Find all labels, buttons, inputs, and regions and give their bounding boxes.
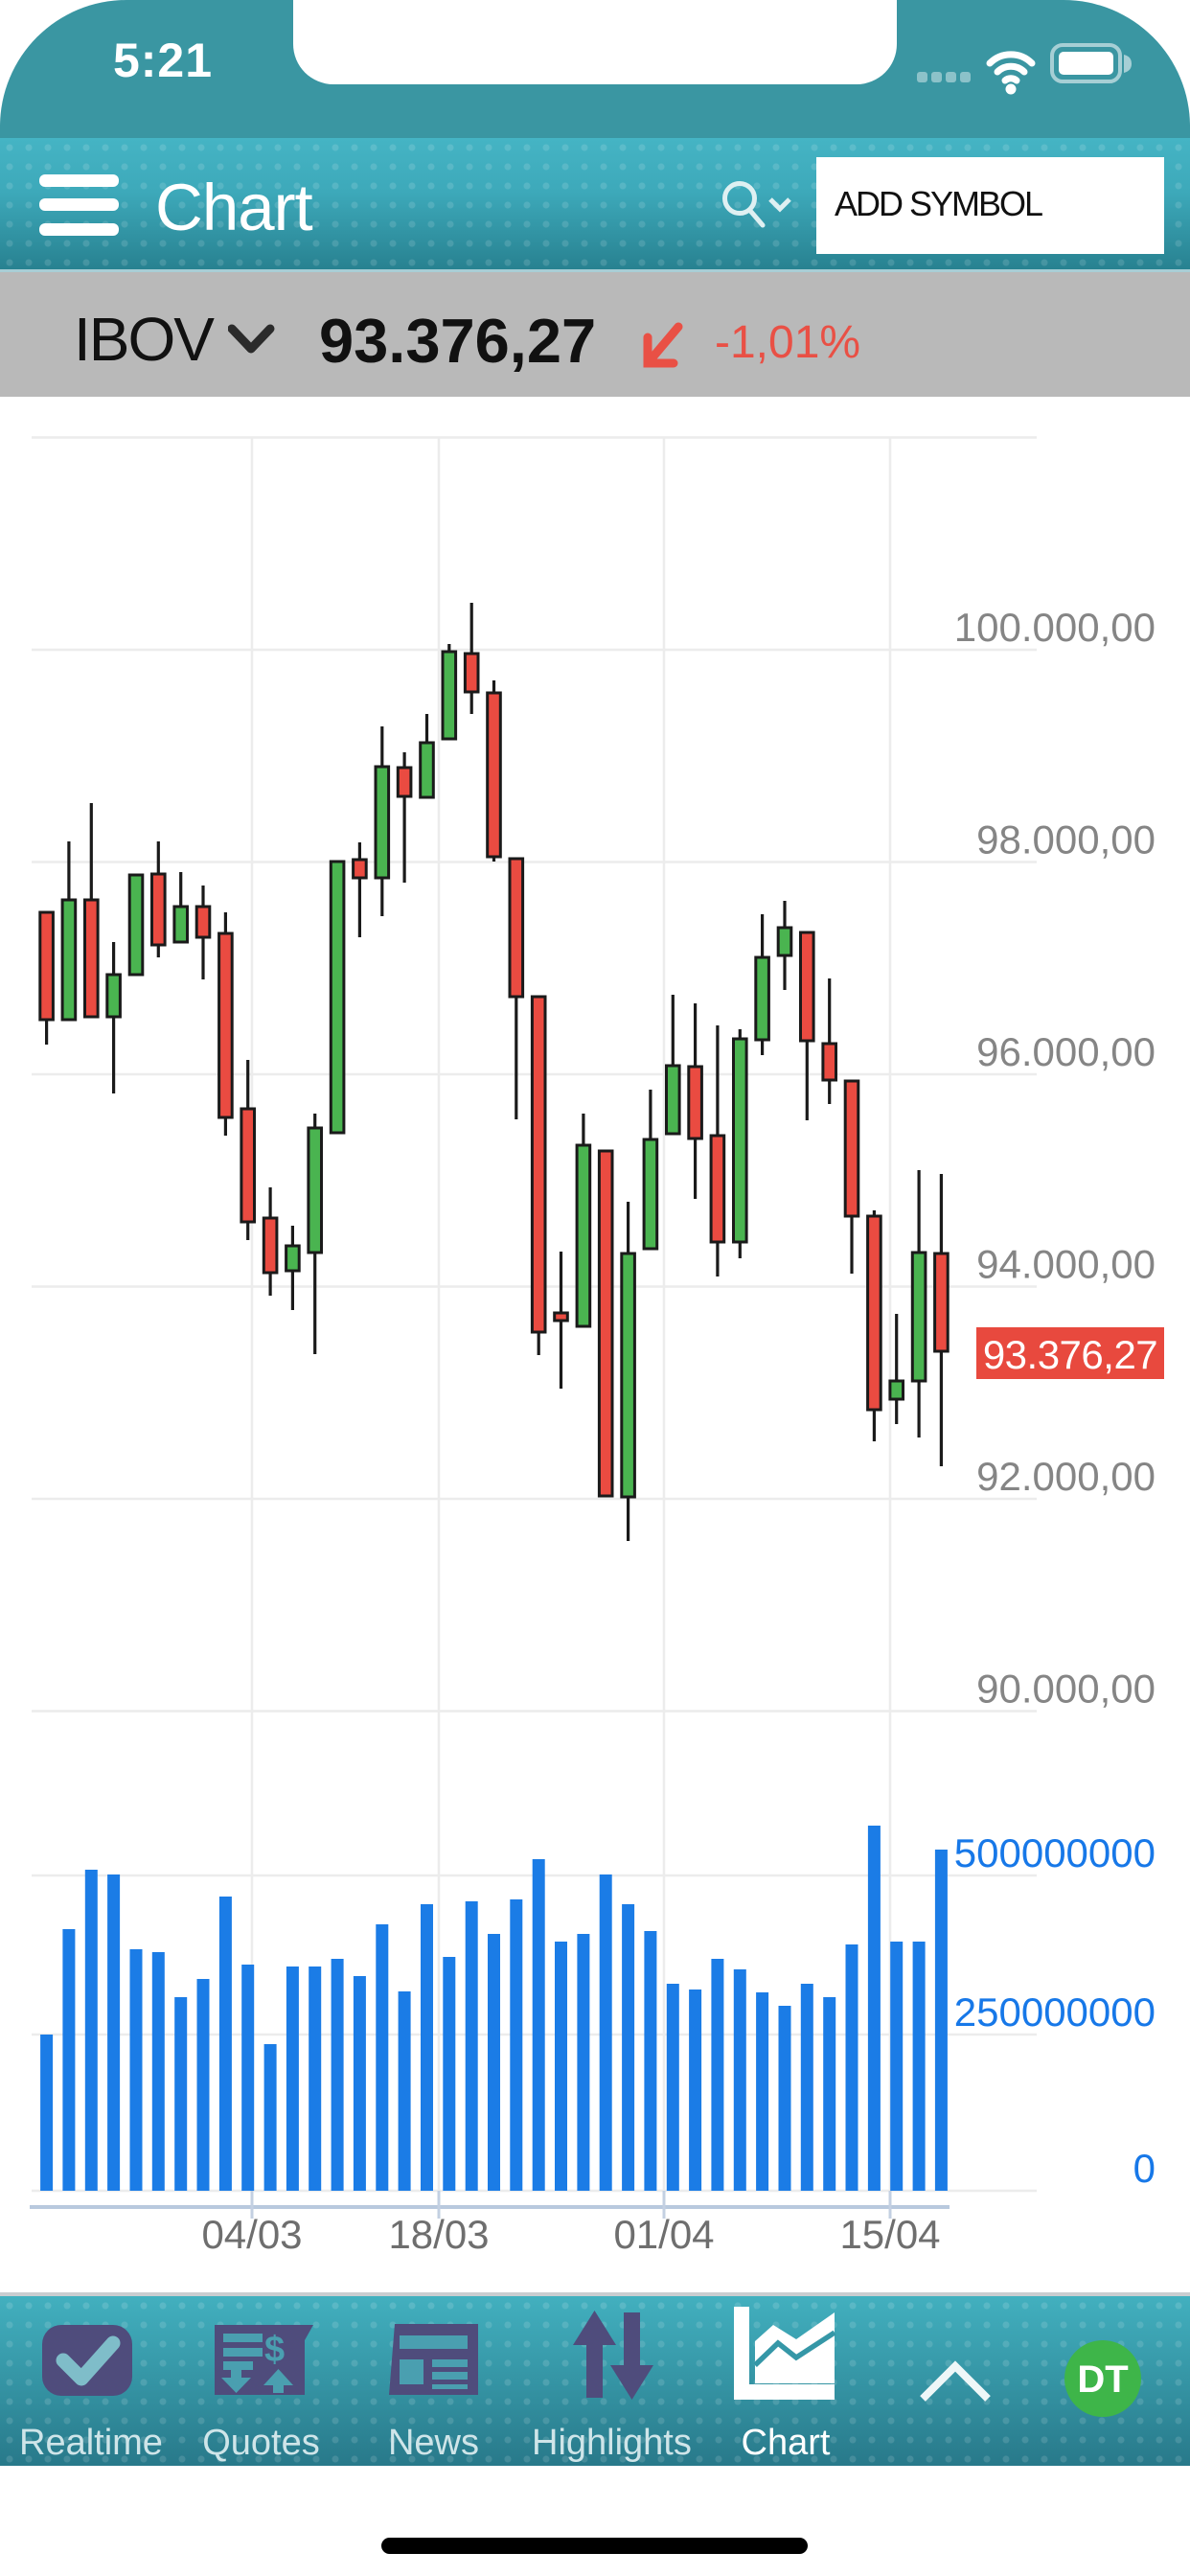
svg-text:0: 0 [1133,2146,1156,2191]
svg-text:$: $ [264,2330,285,2370]
svg-text:250000000: 250000000 [954,1990,1156,2035]
svg-text:92.000,00: 92.000,00 [976,1454,1156,1499]
svg-text:18/03: 18/03 [388,2212,489,2257]
svg-text:500000000: 500000000 [954,1830,1156,1875]
svg-text:96.000,00: 96.000,00 [976,1029,1156,1074]
svg-text:100.000,00: 100.000,00 [954,605,1156,650]
svg-text:04/03: 04/03 [201,2212,302,2257]
svg-text:01/04: 01/04 [613,2212,714,2257]
svg-text:93.376,27: 93.376,27 [983,1332,1157,1377]
svg-text:90.000,00: 90.000,00 [976,1667,1156,1712]
svg-text:15/04: 15/04 [839,2212,940,2257]
svg-text:98.000,00: 98.000,00 [976,817,1156,862]
svg-text:DT: DT [1077,2358,1128,2401]
svg-text:94.000,00: 94.000,00 [976,1242,1156,1287]
